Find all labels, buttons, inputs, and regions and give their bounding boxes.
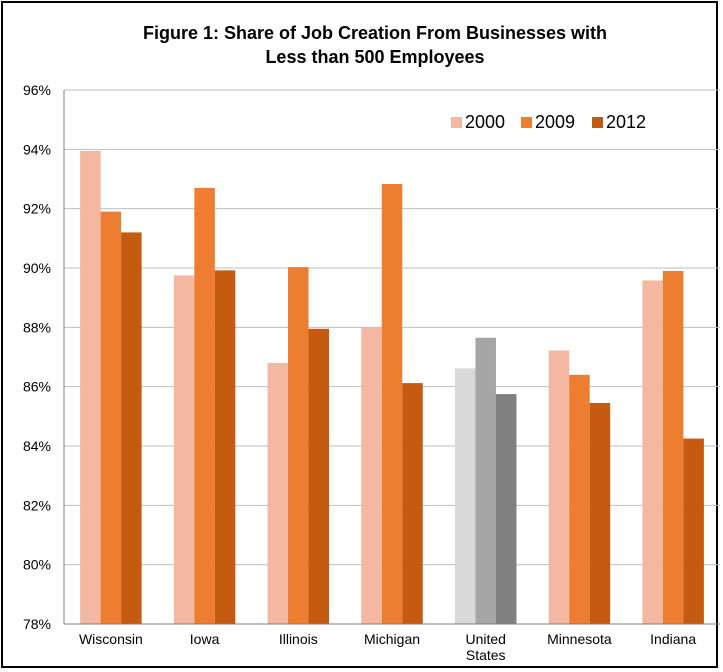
- bar-2000-indiana: [642, 280, 663, 624]
- y-tick-label: 86%: [23, 379, 51, 395]
- y-tick-label: 94%: [23, 141, 51, 157]
- bar-2000-michigan: [361, 327, 382, 624]
- y-tick-label: 82%: [23, 497, 51, 513]
- bar-2000-illinois: [267, 362, 289, 624]
- bar-2000-united-states: [454, 368, 476, 624]
- bar-2012-minnesota: [589, 402, 611, 624]
- bar-2012-united-states: [495, 394, 517, 624]
- y-tick-label: 88%: [23, 319, 51, 335]
- bar-2009-illinois: [288, 267, 309, 624]
- bar-2012-michigan: [402, 383, 423, 624]
- bar-chart: Figure 1: Share of Job Creation From Bus…: [23, 23, 720, 663]
- bar-2012-illinois: [308, 328, 330, 624]
- bar-2009-united-states: [475, 337, 496, 624]
- bar-2000-wisconsin: [80, 150, 101, 625]
- legend-label-2012: 2012: [606, 112, 646, 132]
- bar-2012-indiana: [683, 438, 704, 624]
- bars: [80, 150, 704, 625]
- x-category-label: Michigan: [364, 631, 420, 647]
- y-tick-label: 90%: [23, 260, 51, 276]
- legend-swatch-2000: [451, 117, 462, 128]
- x-category-label: Illinois: [279, 631, 318, 647]
- bar-2009-michigan: [381, 184, 403, 624]
- x-category-label: States: [466, 647, 506, 663]
- legend: 2000 2009 2012: [451, 112, 646, 132]
- chart-title-line1: Figure 1: Share of Job Creation From Bus…: [143, 23, 607, 43]
- legend-swatch-2009: [521, 117, 532, 128]
- bar-2009-indiana: [662, 270, 684, 624]
- x-category-label: United: [465, 631, 505, 647]
- bar-2000-iowa: [173, 275, 195, 624]
- x-category-label: Minnesota: [547, 631, 612, 647]
- chart-title-line2: Less than 500 Employees: [265, 47, 484, 67]
- x-category-label: Wisconsin: [79, 631, 143, 647]
- y-tick-label: 80%: [23, 557, 51, 573]
- legend-label-2009: 2009: [535, 112, 575, 132]
- axes: 78% 80% 82% 84% 86% 88% 90% 92% 94% 96% Wisconsin I…: [23, 82, 720, 663]
- x-category-label: Iowa: [190, 631, 220, 647]
- bar-2000-minnesota: [548, 350, 570, 624]
- x-category-label: Indiana: [650, 631, 696, 647]
- bar-2009-minnesota: [569, 374, 590, 624]
- y-tick-label: 92%: [23, 201, 51, 217]
- bar-2012-iowa: [214, 270, 236, 624]
- y-tick-label: 96%: [23, 82, 51, 98]
- y-tick-label: 84%: [23, 438, 51, 454]
- bar-2009-wisconsin: [100, 211, 122, 624]
- bar-2012-wisconsin: [121, 232, 142, 624]
- y-tick-label: 78%: [23, 616, 51, 632]
- legend-swatch-2012: [592, 117, 603, 128]
- bar-2009-iowa: [194, 187, 215, 624]
- legend-label-2000: 2000: [465, 112, 505, 132]
